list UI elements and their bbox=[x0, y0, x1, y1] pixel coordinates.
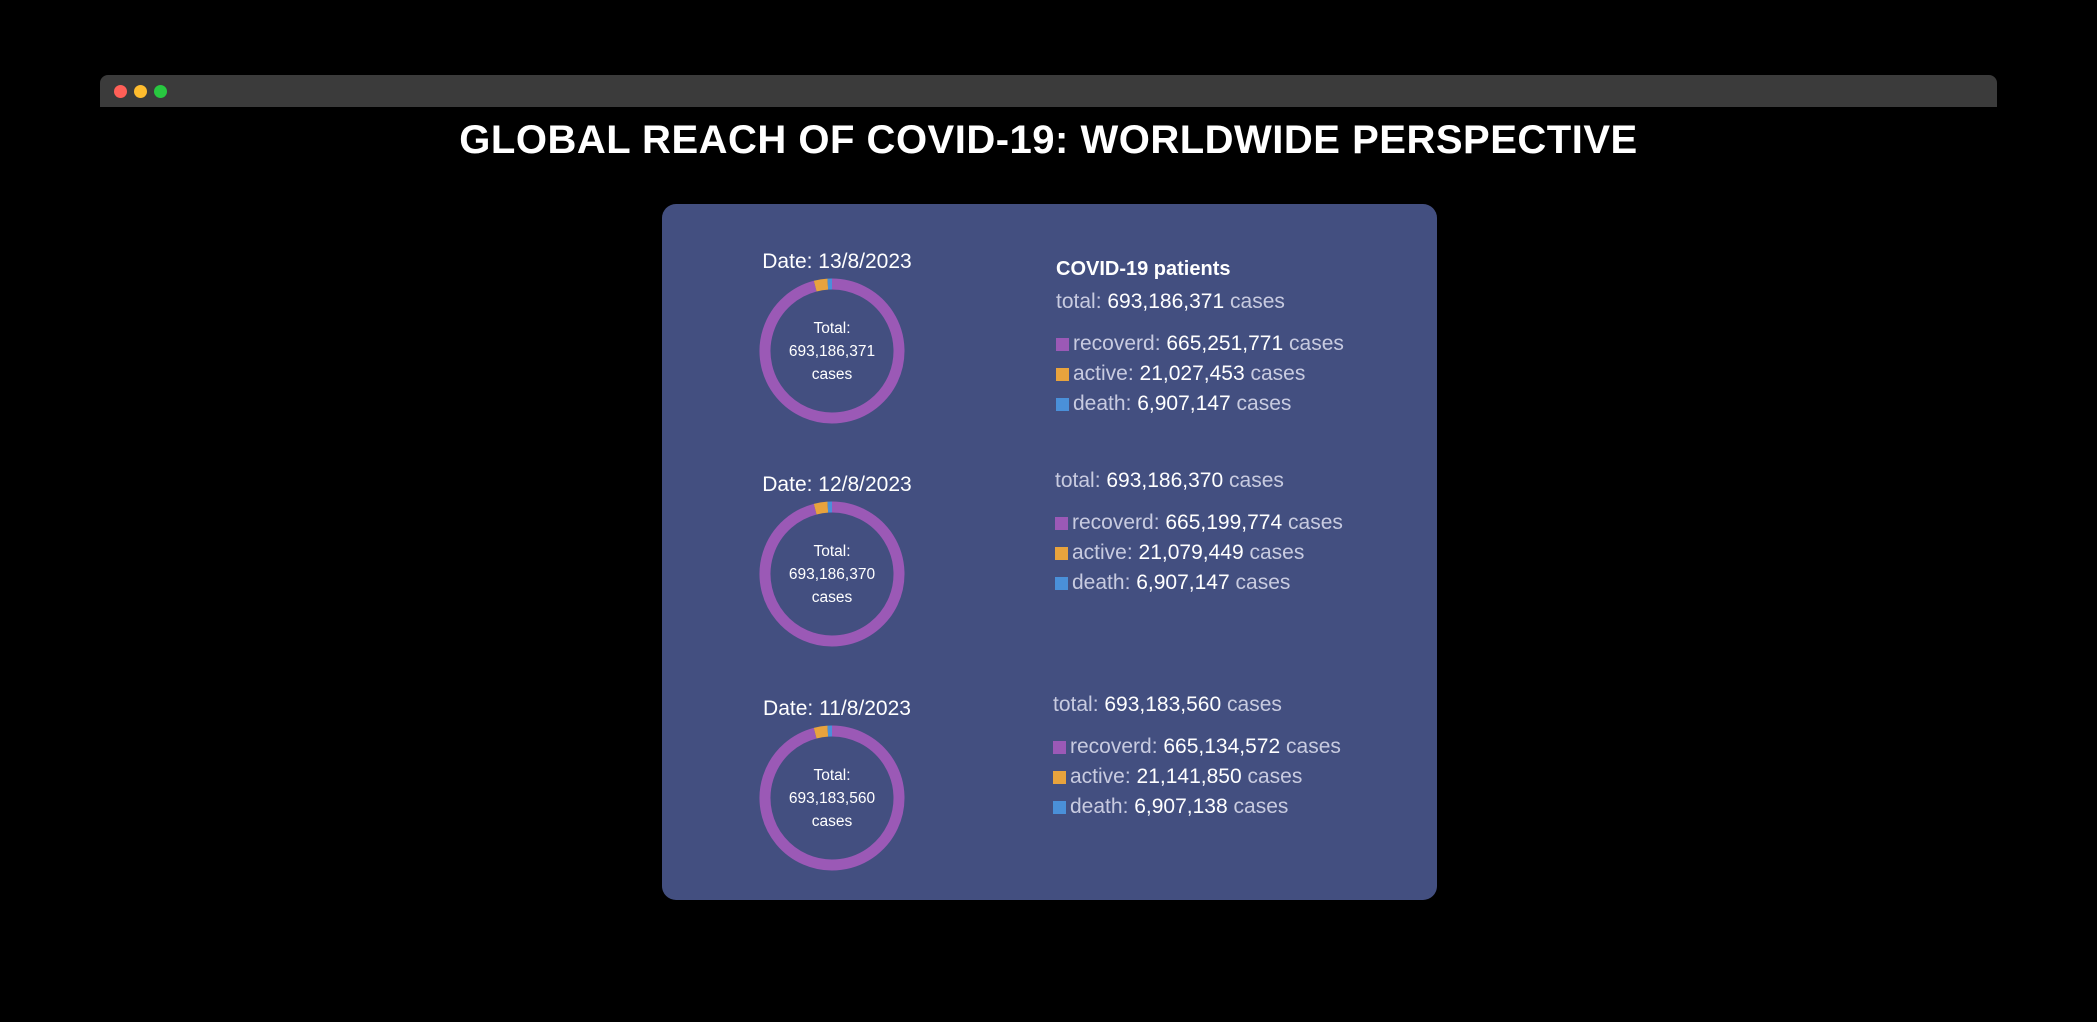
total-value: 693,183,560 bbox=[788, 789, 876, 807]
legend-value: 665,251,771 bbox=[1166, 332, 1284, 355]
legend-value: 21,027,453 bbox=[1139, 362, 1245, 385]
cases-word: cases bbox=[811, 812, 853, 830]
donut-slice-recovered bbox=[759, 725, 905, 871]
legend-item-death: death: 6,907,147 cases bbox=[1055, 568, 1343, 598]
page-title: GLOBAL REACH OF COVID-19: WORLDWIDE PERS… bbox=[459, 118, 1638, 162]
total-prefix: Total: bbox=[813, 766, 851, 784]
donut-slice-recovered bbox=[759, 501, 905, 647]
legend-item-recovered: recoverd: 665,134,572 cases bbox=[1053, 732, 1341, 762]
date-label: Date: 13/8/2023 bbox=[762, 250, 912, 273]
donut-chart bbox=[759, 725, 905, 871]
total-number: 693,183,560 bbox=[1104, 693, 1222, 716]
chart-card: Date: 13/8/2023 Total: 693,186,371 cases… bbox=[662, 204, 1437, 900]
cases-word: cases bbox=[1229, 469, 1284, 492]
recovered-swatch bbox=[1053, 741, 1066, 754]
donut-chart bbox=[759, 501, 905, 647]
cases-word: cases bbox=[1247, 765, 1303, 788]
total-number: 693,186,370 bbox=[1106, 469, 1224, 492]
legend-item-death: death: 6,907,147 cases bbox=[1056, 389, 1344, 419]
cases-word: cases bbox=[1288, 511, 1343, 534]
total-prefix: Total: bbox=[813, 319, 851, 337]
donut-center-label: Total: 693,186,370 cases bbox=[757, 499, 907, 649]
total-line: total: 693,186,371 cases bbox=[1056, 287, 1344, 317]
minimize-window-dot[interactable] bbox=[134, 85, 147, 98]
active-swatch bbox=[1053, 771, 1066, 784]
date-label: Date: 12/8/2023 bbox=[762, 473, 912, 496]
cases-word: cases bbox=[1233, 795, 1289, 818]
chart-row-0: Date: 13/8/2023 Total: 693,186,371 cases… bbox=[662, 250, 1437, 450]
legend-item-active: active: 21,027,453 cases bbox=[1056, 359, 1344, 389]
legend-value: 6,907,138 bbox=[1134, 795, 1228, 818]
donut-chart bbox=[759, 278, 905, 424]
maximize-window-dot[interactable] bbox=[154, 85, 167, 98]
close-window-dot[interactable] bbox=[114, 85, 127, 98]
legend-value: 665,134,572 bbox=[1163, 735, 1281, 758]
cases-word: cases bbox=[1235, 571, 1291, 594]
legend-category: recoverd bbox=[1072, 511, 1154, 534]
legend-category: active bbox=[1072, 541, 1127, 564]
legend-category: active bbox=[1073, 362, 1128, 385]
cases-word: cases bbox=[1230, 290, 1285, 313]
legend-item-death: death: 6,907,138 cases bbox=[1053, 792, 1341, 822]
total-key: total: bbox=[1053, 693, 1105, 716]
legend-value: 6,907,147 bbox=[1136, 571, 1230, 594]
legend-item-recovered: recoverd: 665,251,771 cases bbox=[1056, 329, 1344, 359]
death-swatch bbox=[1055, 577, 1068, 590]
recovered-swatch bbox=[1056, 338, 1069, 351]
total-value: 693,186,370 bbox=[788, 565, 876, 583]
cases-word: cases bbox=[1249, 541, 1305, 564]
browser-titlebar bbox=[100, 75, 1997, 107]
legend-category: death bbox=[1072, 571, 1125, 594]
cases-word: cases bbox=[811, 588, 853, 606]
total-line: total: 693,183,560 cases bbox=[1053, 690, 1341, 720]
date-label: Date: 11/8/2023 bbox=[763, 697, 911, 720]
donut-slice-active bbox=[813, 278, 829, 292]
total-prefix: Total: bbox=[813, 542, 851, 560]
legend-category: recoverd bbox=[1073, 332, 1155, 355]
donut-center-label: Total: 693,186,371 cases bbox=[757, 276, 907, 426]
total-key: total: bbox=[1056, 290, 1108, 313]
legend-block: COVID-19 patients total: 693,186,371 cas… bbox=[1056, 258, 1344, 419]
legend-value: 665,199,774 bbox=[1165, 511, 1283, 534]
total-line: total: 693,186,370 cases bbox=[1055, 466, 1343, 496]
legend-item-active: active: 21,079,449 cases bbox=[1055, 538, 1343, 568]
death-swatch bbox=[1056, 398, 1069, 411]
active-swatch bbox=[1055, 547, 1068, 560]
cases-word: cases bbox=[1286, 735, 1341, 758]
donut-slice-recovered bbox=[759, 278, 905, 424]
legend-block: total: 693,186,370 cases recoverd: 665,1… bbox=[1055, 466, 1343, 598]
total-number: 693,186,371 bbox=[1107, 290, 1225, 313]
legend-value: 6,907,147 bbox=[1137, 392, 1231, 415]
cases-word: cases bbox=[1227, 693, 1282, 716]
cases-word: cases bbox=[1250, 362, 1306, 385]
active-swatch bbox=[1056, 368, 1069, 381]
legend-item-active: active: 21,141,850 cases bbox=[1053, 762, 1341, 792]
chart-row-1: Date: 12/8/2023 Total: 693,186,370 cases… bbox=[662, 469, 1437, 673]
donut-slice-active bbox=[813, 501, 829, 515]
legend-category: death bbox=[1070, 795, 1123, 818]
donut-center-label: Total: 693,183,560 cases bbox=[757, 723, 907, 873]
recovered-swatch bbox=[1055, 517, 1068, 530]
legend-title: COVID-19 patients bbox=[1056, 258, 1231, 280]
cases-word: cases bbox=[1236, 392, 1292, 415]
legend-category: active bbox=[1070, 765, 1125, 788]
legend-value: 21,079,449 bbox=[1138, 541, 1244, 564]
cases-word: cases bbox=[1289, 332, 1344, 355]
legend-value: 21,141,850 bbox=[1136, 765, 1242, 788]
cases-word: cases bbox=[811, 365, 853, 383]
legend-category: death bbox=[1073, 392, 1126, 415]
legend-block: total: 693,183,560 cases recoverd: 665,1… bbox=[1053, 690, 1341, 822]
legend-category: recoverd bbox=[1070, 735, 1152, 758]
legend-item-recovered: recoverd: 665,199,774 cases bbox=[1055, 508, 1343, 538]
total-key: total: bbox=[1055, 469, 1107, 492]
total-value: 693,186,371 bbox=[788, 342, 876, 360]
donut-slice-active bbox=[813, 725, 829, 739]
death-swatch bbox=[1053, 801, 1066, 814]
chart-row-2: Date: 11/8/2023 Total: 693,183,560 cases… bbox=[662, 693, 1437, 897]
